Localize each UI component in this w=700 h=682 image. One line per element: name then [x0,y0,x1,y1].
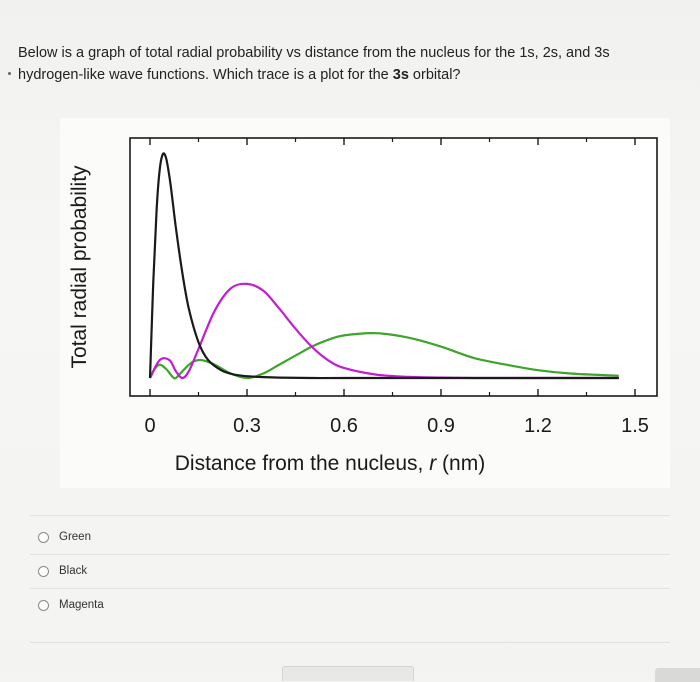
radio-button[interactable] [38,599,49,611]
choice-magenta[interactable]: Magenta [36,588,686,622]
radial-probability-chart: 0 0.3 0.6 0.9 1.2 1.5 Total radial probabilit… [60,118,670,488]
divider [30,515,670,516]
choice-green[interactable]: Green [36,520,686,554]
x-tick-label: 0.3 [233,415,261,437]
plot-frame [129,137,658,397]
x-axis-label: Distance from the nucleus, r (nm) [175,452,485,475]
chart-svg: 0 0.3 0.6 0.9 1.2 1.5 Total radial probabilit… [68,137,658,475]
x-tick-label: 0.6 [330,415,358,437]
radio-button[interactable] [38,531,49,543]
x-tick-label: 1.2 [524,415,552,437]
x-axis-label-suffix: (nm) [436,452,485,475]
choice-label: Green [59,531,91,543]
x-tick-label: 0.9 [427,415,455,437]
divider [30,588,670,589]
choice-label: Magenta [59,599,104,611]
radio-button[interactable] [38,565,49,577]
green-trace [149,332,619,380]
x-axis-label-var: r [429,452,437,475]
answer-choices: Green Black Magenta [36,520,686,622]
question-line-2-bold: 3s [392,67,409,83]
question-line-2-prefix: hydrogen-like wave functions. Which trac… [18,67,393,83]
question-line-2: hydrogen-like wave functions. Which trac… [18,64,678,86]
next-button[interactable] [655,668,700,682]
question-line-1: Below is a graph of total radial probabi… [18,45,610,61]
choice-black[interactable]: Black [36,554,686,588]
divider [30,554,670,555]
bullet-dot [8,72,11,75]
divider [30,642,670,643]
y-axis-label: Total radial probability [68,165,91,369]
question-line-2-suffix: orbital? [408,67,461,83]
choice-label: Black [59,565,88,577]
x-tick-label: 0 [144,415,155,437]
black-trace [148,152,619,380]
x-tick-label: 1.5 [621,415,649,437]
question-text: Below is a graph of total radial probabi… [18,42,678,86]
submit-button[interactable] [282,666,414,681]
x-axis-label-prefix: Distance from the nucleus, [175,452,429,475]
